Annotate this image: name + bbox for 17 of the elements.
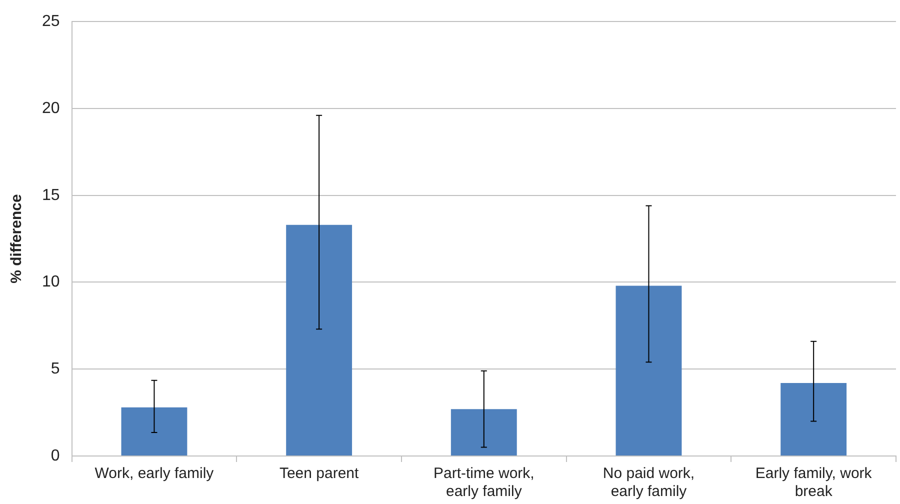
x-tick-label: Early family, work break (755, 465, 872, 500)
y-tick-label: 0 (50, 447, 60, 464)
bar (121, 407, 188, 456)
y-tick-label: 10 (42, 274, 60, 291)
x-tick-label: Work, early family (94, 465, 214, 482)
x-tick-label: No paid work, early family (602, 465, 695, 500)
y-axis-title: % difference (8, 194, 26, 284)
bar (616, 286, 682, 456)
bar (286, 224, 352, 456)
y-tick-label: 15 (42, 186, 60, 204)
y-tick-label: 25 (42, 13, 60, 30)
x-tick-label: Teen parent (279, 465, 360, 482)
y-tick-label: 20 (42, 100, 60, 117)
x-tick-label: Part-time work, early family (433, 465, 534, 500)
bar (450, 409, 517, 456)
bar (780, 383, 847, 456)
y-tick-label: 5 (50, 360, 60, 378)
